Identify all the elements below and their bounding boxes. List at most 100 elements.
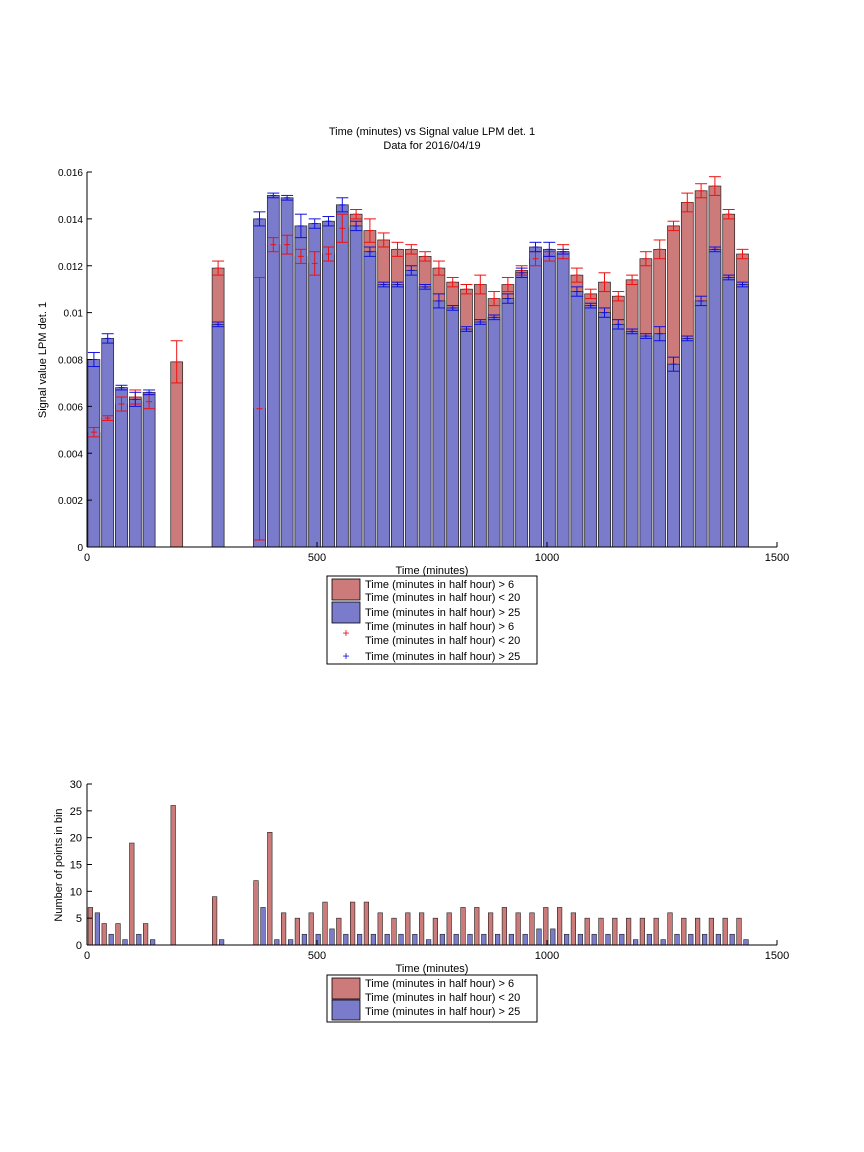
top-legend-label-3a: Time (minutes in half hour) > 6 — [365, 621, 514, 633]
bottom-red-bar — [87, 907, 93, 946]
top-red-bar — [170, 361, 184, 548]
bottom-red-bar — [143, 923, 149, 946]
bottom-red-bar — [474, 907, 480, 946]
bottom-y-tick-label: 30 — [70, 779, 82, 791]
top-red-error-markers — [87, 176, 749, 541]
bottom-y-tick-label: 5 — [76, 913, 82, 925]
bottom-red-bar — [722, 917, 728, 946]
top-legend-label-1a: Time (minutes in half hour) > 6 — [365, 579, 514, 591]
bottom-red-bar — [391, 917, 397, 946]
bottom-blue-bar — [398, 933, 404, 946]
bottom-red-bar — [405, 912, 411, 946]
bottom-red-bar — [212, 896, 218, 946]
top-blue-bar — [708, 248, 722, 548]
bottom-legend-swatch-red — [331, 977, 361, 1000]
top-blue-bar — [501, 298, 515, 548]
bottom-red-bar — [336, 917, 342, 946]
bottom-y-ticks: 0 5 10 15 20 25 30 — [70, 779, 92, 952]
bottom-blue-bar — [219, 939, 225, 946]
bottom-red-bar — [584, 917, 590, 946]
bottom-red-bar — [418, 912, 425, 946]
bottom-red-bar — [653, 917, 659, 946]
top-legend-label-1b: Time (minutes in half hour) < 20 — [365, 592, 520, 604]
top-blue-bar — [529, 246, 542, 548]
bottom-red-bar — [115, 923, 121, 946]
bottom-y-tick-label: 10 — [70, 886, 82, 898]
bottom-red-bar — [377, 912, 383, 946]
bottom-blue-bar — [729, 933, 735, 946]
bottom-blue-bar — [550, 928, 556, 946]
bottom-legend-label-2: Time (minutes in half hour) > 25 — [365, 1006, 520, 1018]
bottom-blue-bar — [301, 933, 308, 946]
bottom-blue-bar — [287, 939, 294, 946]
bottom-red-bar — [556, 907, 563, 946]
bottom-red-bar — [349, 901, 356, 946]
top-y-tick-label: 0.012 — [58, 262, 83, 273]
top-blue-bar — [349, 225, 363, 548]
top-blue-bar — [722, 277, 736, 548]
bottom-blue-bar — [136, 933, 142, 946]
top-blue-bar — [101, 338, 115, 548]
top-x-tick-label: 0 — [84, 552, 90, 564]
bottom-blue-bar — [508, 933, 515, 946]
top-x-tick-label: 1000 — [535, 552, 559, 564]
bottom-blue-bar — [356, 933, 363, 946]
bottom-blue-bar — [370, 933, 377, 946]
top-blue-bar — [556, 251, 570, 548]
bottom-red-bar — [639, 917, 645, 946]
signal-chart: Time (minutes) vs Signal value LPM det. … — [37, 126, 789, 665]
top-blue-bar — [142, 391, 156, 548]
bottom-red-bar — [501, 907, 508, 946]
bottom-blue-bar — [494, 933, 501, 946]
top-blue-bar — [653, 333, 667, 548]
top-legend: Time (minutes in half hour) > 6 Time (mi… — [326, 575, 538, 665]
bottom-blue-bar — [150, 939, 156, 946]
bottom-blue-bar — [674, 933, 680, 946]
top-blue-bar — [667, 363, 680, 548]
bottom-blue-bar — [439, 933, 446, 946]
bottom-red-bar — [515, 912, 521, 946]
bottom-red-bar — [570, 912, 576, 946]
bottom-blue-bar — [577, 933, 583, 946]
bottom-blue-bar — [715, 933, 721, 946]
bottom-blue-bar — [425, 939, 432, 946]
top-blue-bar — [294, 225, 308, 548]
top-blue-bar — [473, 321, 487, 548]
bottom-red-bar — [129, 842, 135, 946]
bottom-y-axis-label: Number of points in bin — [53, 808, 65, 921]
top-legend-swatch-blue — [331, 601, 361, 624]
bottom-blue-bar — [660, 939, 666, 946]
bottom-red-bar — [598, 917, 604, 946]
bottom-y-tick-label: 15 — [70, 860, 82, 872]
bottom-red-bar — [363, 901, 370, 946]
bottom-red-bar — [432, 917, 439, 946]
bottom-red-bar — [708, 917, 714, 946]
bottom-red-bar — [529, 912, 535, 946]
top-blue-bar — [487, 316, 501, 548]
bottom-red-bar — [322, 901, 328, 946]
top-legend-label-3b: Time (minutes in half hour) < 20 — [365, 635, 520, 647]
bottom-red-bar — [681, 917, 687, 946]
bottom-red-bar — [625, 917, 632, 946]
chart-title-line1: Time (minutes) vs Signal value LPM det. … — [329, 126, 535, 138]
bottom-red-bar — [253, 880, 259, 946]
top-y-tick-label: 0.004 — [58, 449, 83, 460]
bottom-x-tick-label: 1500 — [765, 950, 789, 962]
top-blue-bar — [598, 312, 611, 548]
bottom-blue-bar — [384, 933, 390, 946]
bottom-red-bar — [267, 831, 273, 946]
bottom-red-bar — [543, 907, 549, 946]
top-blue-bar — [611, 323, 625, 548]
bottom-blue-bar — [743, 939, 749, 946]
bottom-red-bar — [170, 805, 176, 946]
top-blue-bar — [584, 305, 598, 548]
top-y-tick-label: 0.002 — [58, 496, 83, 507]
top-blue-bar — [639, 335, 653, 548]
bottom-legend-label-1a: Time (minutes in half hour) > 6 — [365, 978, 514, 990]
top-legend-marker-blue: + — [342, 649, 349, 663]
top-legend-label-4: Time (minutes in half hour) > 25 — [365, 651, 520, 663]
bottom-x-tick-label: 1000 — [535, 950, 559, 962]
bottom-blue-bar — [453, 933, 459, 946]
top-y-tick-label: 0.006 — [58, 402, 83, 413]
